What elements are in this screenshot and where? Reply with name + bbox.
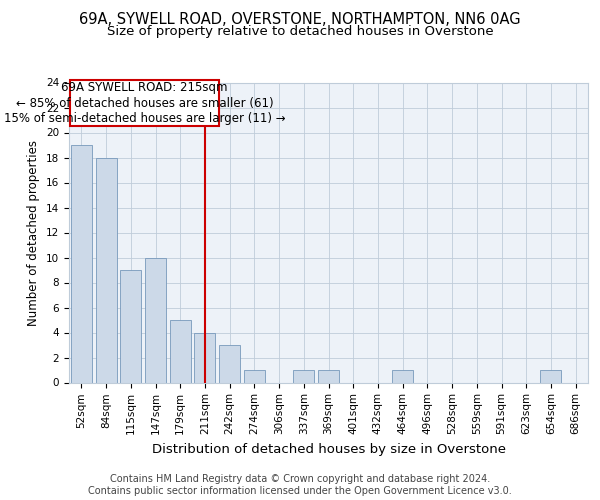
Bar bbox=[219, 345, 240, 383]
Bar bbox=[120, 270, 141, 382]
Text: ← 85% of detached houses are smaller (61): ← 85% of detached houses are smaller (61… bbox=[16, 96, 273, 110]
Text: 69A, SYWELL ROAD, OVERSTONE, NORTHAMPTON, NN6 0AG: 69A, SYWELL ROAD, OVERSTONE, NORTHAMPTON… bbox=[79, 12, 521, 28]
Text: Contains HM Land Registry data © Crown copyright and database right 2024.
Contai: Contains HM Land Registry data © Crown c… bbox=[88, 474, 512, 496]
Bar bbox=[71, 145, 92, 382]
Bar bbox=[244, 370, 265, 382]
Bar bbox=[145, 258, 166, 382]
Bar bbox=[293, 370, 314, 382]
Y-axis label: Number of detached properties: Number of detached properties bbox=[28, 140, 40, 326]
Bar bbox=[170, 320, 191, 382]
Text: 15% of semi-detached houses are larger (11) →: 15% of semi-detached houses are larger (… bbox=[4, 112, 285, 125]
Bar bbox=[95, 158, 116, 382]
Bar bbox=[318, 370, 339, 382]
Bar bbox=[541, 370, 562, 382]
Text: Size of property relative to detached houses in Overstone: Size of property relative to detached ho… bbox=[107, 25, 493, 38]
Bar bbox=[392, 370, 413, 382]
Bar bbox=[194, 332, 215, 382]
X-axis label: Distribution of detached houses by size in Overstone: Distribution of detached houses by size … bbox=[151, 442, 505, 456]
FancyBboxPatch shape bbox=[70, 80, 218, 126]
Text: 69A SYWELL ROAD: 215sqm: 69A SYWELL ROAD: 215sqm bbox=[61, 81, 227, 94]
